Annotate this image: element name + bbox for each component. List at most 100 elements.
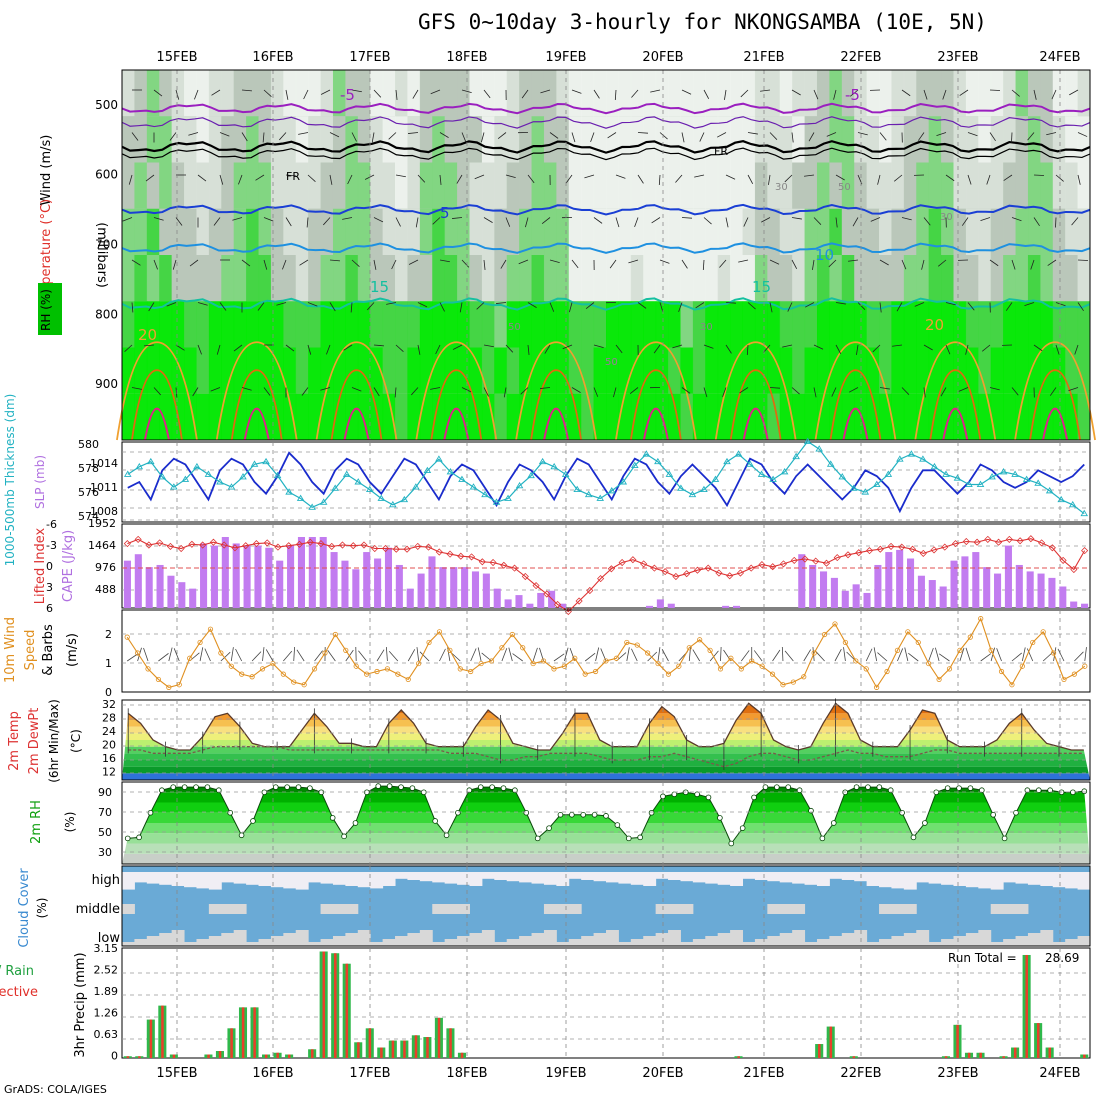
cloud-low-gap <box>593 933 607 946</box>
rh-cell <box>481 301 495 348</box>
rh-marker <box>204 784 211 790</box>
rh-cell <box>270 301 284 348</box>
thickness-marker <box>273 471 282 479</box>
isotherm-15 <box>121 297 1091 311</box>
rh-cell <box>370 255 384 302</box>
wind-barb <box>320 89 331 95</box>
cape-bar <box>200 543 208 608</box>
rh-cell <box>444 255 458 302</box>
li-marker <box>285 542 293 550</box>
rh-cell <box>1052 393 1066 440</box>
wind-barb <box>395 217 401 227</box>
cape-bar <box>254 545 262 608</box>
isotherm-20 <box>714 341 797 441</box>
wind10m-barb <box>126 653 138 662</box>
li-marker <box>876 545 884 553</box>
li-marker <box>424 543 433 551</box>
rh-cell <box>1065 301 1079 348</box>
li-marker <box>919 549 927 557</box>
li-marker <box>1016 537 1024 545</box>
isotherm-25 <box>430 369 483 441</box>
cape-bar <box>907 558 915 608</box>
wind-barb <box>241 89 252 92</box>
thickness-marker <box>688 490 697 498</box>
wind-barb <box>1046 132 1057 136</box>
rh-cell <box>159 255 173 302</box>
rh-cell <box>953 162 967 209</box>
rh-cell <box>370 162 384 209</box>
thickness-marker <box>826 460 835 467</box>
wind-barb <box>483 387 489 397</box>
rh-marker <box>625 835 632 842</box>
cloud-mid-gap <box>345 904 359 914</box>
rh-cell <box>916 393 930 440</box>
wind10m-barb <box>1084 647 1087 662</box>
wind-barb <box>1011 132 1013 143</box>
wind-barb <box>724 89 727 100</box>
precip-tick: 2.52 <box>94 964 119 977</box>
cape-bar <box>809 564 817 608</box>
thickness-marker <box>181 475 190 482</box>
rh-cell <box>767 301 781 348</box>
thickness-marker <box>942 470 950 477</box>
precip-convective-bar <box>852 1056 856 1058</box>
wind-barb <box>210 387 221 392</box>
li-marker <box>489 558 497 567</box>
wind-barb <box>415 217 419 228</box>
li-marker <box>575 597 583 605</box>
li-marker <box>833 554 841 562</box>
cape-top-tick: 1952 <box>88 517 116 530</box>
li-marker <box>812 557 820 565</box>
rh-cell <box>283 208 297 255</box>
rh-cell <box>258 116 272 163</box>
wind-barb <box>285 217 292 227</box>
cloud-high-gap <box>829 872 843 879</box>
rh-cell <box>891 162 905 209</box>
cloud-low-gap <box>419 930 433 946</box>
rh-cell <box>717 208 731 255</box>
wind-barb <box>439 132 449 138</box>
rh-cell <box>295 162 309 209</box>
rh-cell <box>357 393 371 440</box>
wind10m-marker <box>936 676 942 683</box>
cloud-mid-gap <box>792 904 806 914</box>
wind10m-barb <box>1074 651 1084 662</box>
rh-cell <box>581 70 595 117</box>
rh-marker <box>455 809 461 816</box>
wind10m-marker <box>769 671 776 677</box>
cloud-high-gap <box>494 872 508 880</box>
wind10m-barb <box>158 653 169 662</box>
cloud-mid-gap <box>568 904 582 914</box>
rh-cell <box>965 116 979 163</box>
rh-cell <box>196 70 210 117</box>
rh-cell <box>308 255 322 302</box>
li-marker <box>134 535 142 543</box>
rh-cell <box>159 116 173 163</box>
wind-barb <box>412 89 419 99</box>
rh-cell <box>767 116 781 163</box>
wind-barb <box>197 174 207 182</box>
cape-bar <box>798 554 806 608</box>
rh-cell <box>717 116 731 163</box>
precip-convective-bar <box>276 1052 279 1058</box>
rh-cell <box>308 162 322 209</box>
rh-cell <box>916 208 930 255</box>
wind10m-barb <box>740 650 750 662</box>
rh-cell <box>221 70 235 117</box>
wind-barb <box>782 344 793 348</box>
rh-cell <box>990 162 1004 209</box>
wind10m-marker <box>624 639 630 646</box>
li-marker <box>758 561 766 569</box>
wind-barb <box>725 217 729 228</box>
rh-cell <box>122 393 135 440</box>
cloud-high-gap <box>432 872 446 883</box>
cloud-low-gap <box>1040 930 1054 946</box>
isotherm-20 <box>215 341 298 441</box>
cloud-low-gap <box>146 936 160 946</box>
wind-barb <box>914 302 925 307</box>
rh-cell <box>332 162 346 209</box>
rh-marker <box>1035 787 1042 793</box>
rh-cell <box>258 393 272 440</box>
li-marker <box>295 540 304 548</box>
cloud-low-gap <box>928 942 942 946</box>
